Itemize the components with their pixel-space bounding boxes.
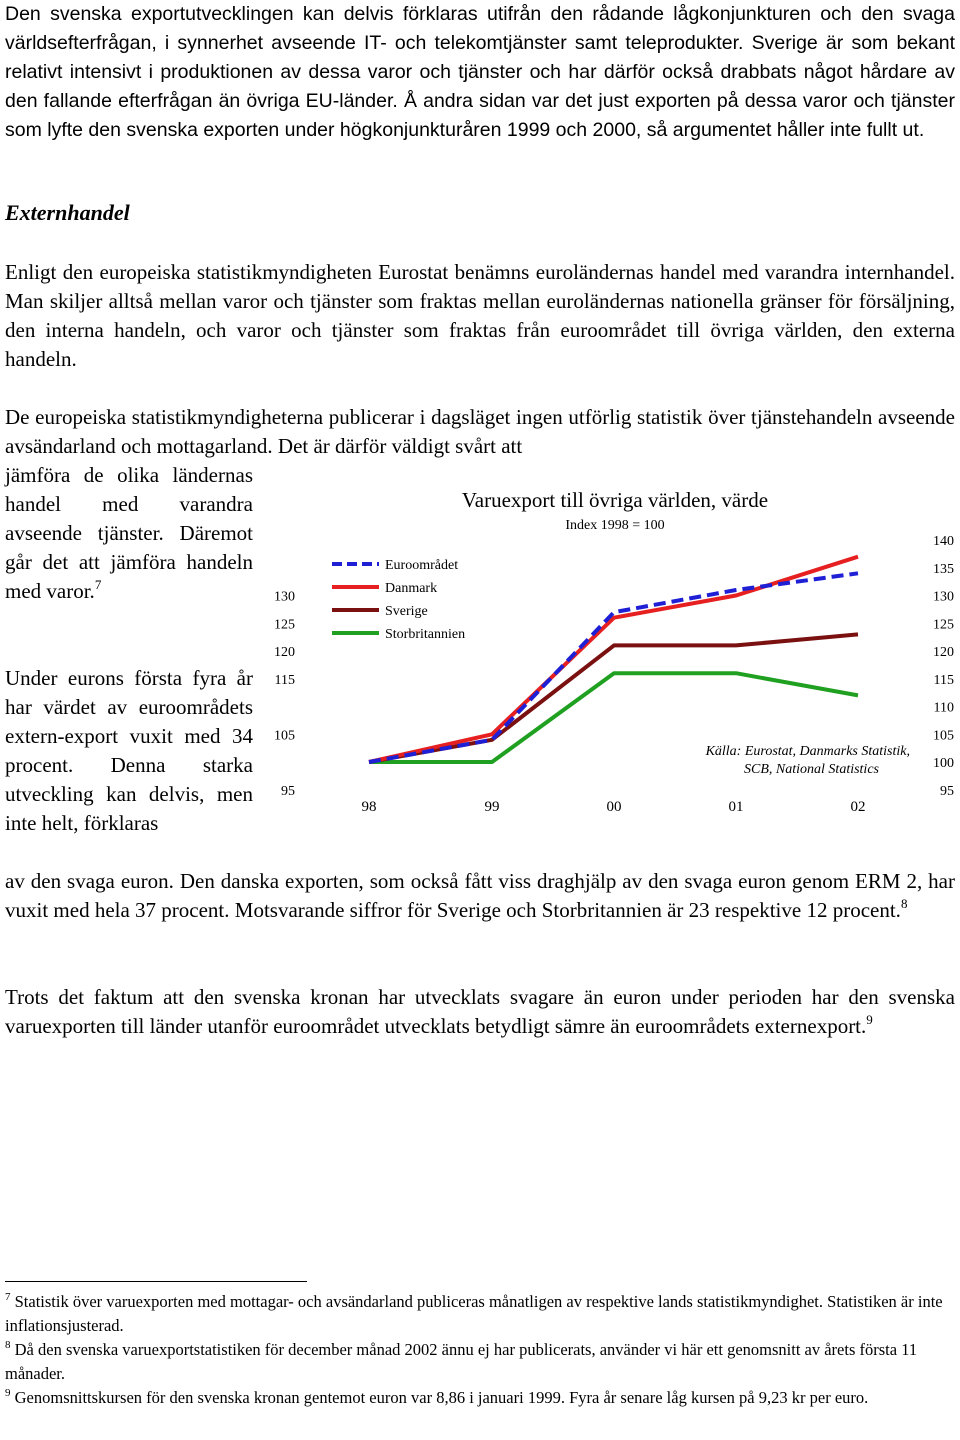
chart-source-line-2: SCB, National Statistics [744, 762, 880, 777]
paragraph-text: Under eurons första fyra år har värdet a… [5, 666, 253, 835]
right-tick-label: 130 [933, 590, 954, 605]
right-tick-label: 140 [933, 534, 954, 549]
legend-label: Euroområdet [385, 558, 458, 573]
x-tick-label: 02 [851, 799, 866, 815]
footnote-text: Genomsnittskursen för den svenska kronan… [14, 1388, 869, 1407]
paragraph-text: Trots det faktum att den svenska kronan … [5, 985, 955, 1038]
footnote-text: Statistik över varuexporten med mottagar… [5, 1292, 943, 1335]
x-tick-label: 01 [729, 799, 744, 815]
paragraph-text: jämföra de olika ländernas handel med va… [5, 463, 253, 603]
paragraph-kronan: Trots det faktum att den svenska kronan … [5, 983, 955, 1041]
left-tick-label: 120 [274, 645, 295, 660]
series-lines [368, 554, 859, 764]
right-tick-label: 135 [933, 562, 954, 577]
footnotes: 7 Statistik över varuexporten med mottag… [5, 1290, 955, 1410]
right-tick-label: 125 [933, 617, 954, 632]
series-line [368, 554, 859, 764]
section-heading: Externhandel [5, 200, 130, 225]
paragraph-text: Enligt den europeiska statistikmyndighet… [5, 260, 955, 371]
paragraph-tjanstehandel-side: jämföra de olika ländernas handel med va… [5, 461, 253, 606]
legend-label: Danmark [385, 581, 437, 596]
right-tick-label: 95 [940, 784, 954, 799]
chart-subtitle: Index 1998 = 100 [565, 518, 664, 533]
footnote-ref[interactable]: 9 [866, 1012, 873, 1027]
x-axis-ticks: 98 99 00 01 02 [362, 799, 866, 815]
chart-title: Varuexport till övriga världen, värde [462, 488, 768, 512]
right-tick-label: 115 [934, 673, 954, 688]
footnote-ref[interactable]: 7 [94, 577, 102, 592]
paragraph-euroexport-rest: av den svaga euron. Den danska exporten,… [5, 867, 955, 925]
paragraph-euroexport-side: Under eurons första fyra år har värdet a… [5, 664, 253, 838]
left-tick-label: 95 [281, 784, 295, 799]
footnote-ref[interactable]: 8 [900, 896, 908, 911]
series-line [368, 571, 859, 764]
right-tick-label: 100 [933, 756, 954, 771]
footnote-number: 7 [5, 1291, 11, 1303]
right-tick-label: 105 [933, 728, 954, 743]
export-line-chart: Varuexport till övriga världen, värde In… [274, 488, 954, 815]
right-tick-label: 120 [933, 645, 954, 660]
footnote-number: 8 [5, 1339, 11, 1351]
paragraph-text: av den svaga euron. Den danska exporten,… [5, 869, 955, 922]
x-tick-label: 00 [607, 799, 622, 815]
left-tick-label: 115 [275, 673, 295, 688]
right-axis-ticks: 140 135 130 125 120 115 110 105 100 95 [933, 534, 954, 799]
paragraph-internhandel: Enligt den europeiska statistikmyndighet… [5, 258, 955, 374]
chart-legend: Euroområdet Danmark Sverige Storbritannien [332, 558, 465, 642]
x-tick-label: 98 [362, 799, 377, 815]
footnote-number: 9 [5, 1387, 11, 1399]
chart-source-line-1: Källa: Eurostat, Danmarks Statistik, [705, 744, 910, 759]
footnote-divider [5, 1281, 307, 1282]
footnote-8: 8 Då den svenska varuexportstatistiken f… [5, 1338, 955, 1386]
series-line [369, 671, 859, 764]
paragraph-text: De europeiska statistikmyndigheterna pub… [5, 405, 955, 458]
intro-paragraph: Den svenska exportutvecklingen kan delvi… [5, 3, 955, 141]
left-tick-label: 105 [274, 728, 295, 743]
legend-label: Storbritannien [385, 627, 465, 642]
right-tick-label: 110 [934, 701, 954, 716]
legend-label: Sverige [385, 604, 428, 619]
left-tick-label: 125 [274, 617, 295, 632]
footnote-text: Då den svenska varuexportstatistiken för… [5, 1340, 918, 1383]
left-tick-label: 130 [274, 590, 295, 605]
footnote-7: 7 Statistik över varuexporten med mottag… [5, 1290, 955, 1338]
series-line [368, 632, 859, 764]
left-axis-ticks: 130 125 120 115 105 95 [274, 590, 295, 799]
x-tick-label: 99 [485, 799, 500, 815]
footnote-9: 9 Genomsnittskursen för den svenska kron… [5, 1386, 955, 1410]
paragraph-tjanstehandel-top: De europeiska statistikmyndigheterna pub… [5, 403, 955, 461]
